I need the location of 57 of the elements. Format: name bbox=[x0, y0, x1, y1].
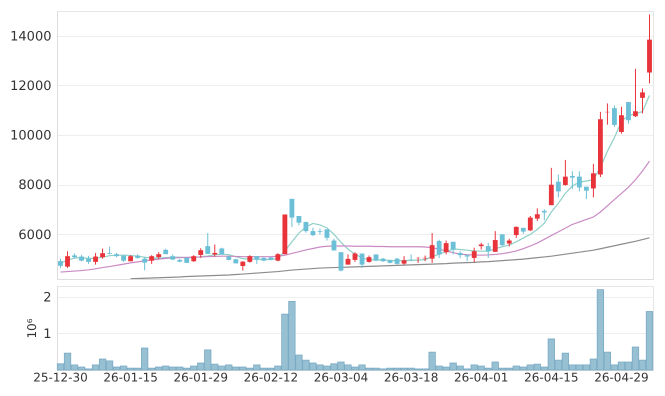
candlestick bbox=[534, 208, 540, 222]
x-tick-label: 26-04-29 bbox=[594, 370, 649, 384]
y-tick-label: 12000 bbox=[10, 78, 52, 94]
y-tick-label: 1 bbox=[43, 326, 52, 342]
candlestick bbox=[107, 246, 112, 255]
x-tick-label: 26-02-12 bbox=[244, 370, 298, 384]
x-tick-label: 26-03-04 bbox=[314, 370, 368, 384]
candlestick bbox=[212, 244, 218, 258]
candlestick bbox=[514, 226, 519, 238]
candlestick bbox=[142, 256, 148, 271]
candlestick bbox=[430, 232, 435, 264]
candlestick bbox=[422, 255, 428, 262]
line-series bbox=[60, 160, 650, 273]
x-tick-label: 26-04-01 bbox=[454, 370, 508, 384]
candlestick bbox=[584, 186, 589, 200]
candlestick bbox=[352, 252, 358, 262]
y-tick-label: 2 bbox=[43, 290, 52, 306]
x-tick-label: 26-03-18 bbox=[384, 370, 438, 384]
candlestick bbox=[612, 104, 617, 128]
candlestick bbox=[289, 198, 294, 228]
candlestick bbox=[619, 106, 624, 134]
candlestick bbox=[556, 174, 561, 198]
candlestick bbox=[93, 252, 98, 266]
y-tick-label: 6000 bbox=[18, 228, 52, 243]
candlestick bbox=[65, 250, 70, 268]
y-axis-title: 10⁶ bbox=[25, 318, 40, 339]
candlestick bbox=[492, 230, 498, 252]
candlestick bbox=[436, 239, 442, 258]
candlestick bbox=[570, 170, 575, 190]
candlestick bbox=[528, 215, 533, 232]
candlestick bbox=[486, 242, 491, 258]
candlestick bbox=[332, 238, 336, 251]
y-tick-label: 10000 bbox=[10, 128, 52, 144]
candlestick bbox=[562, 159, 568, 186]
candlestick bbox=[626, 102, 631, 124]
x-tick-label: 26-04-15 bbox=[524, 370, 579, 384]
x-tick-label: 26-01-29 bbox=[174, 370, 228, 384]
x-tick-label: 26-01-15 bbox=[103, 370, 158, 384]
candlestick bbox=[338, 252, 344, 272]
candlestick bbox=[205, 232, 210, 254]
candlestick bbox=[450, 241, 456, 255]
y-tick-label: 14000 bbox=[10, 29, 52, 44]
candlestick bbox=[472, 247, 477, 263]
line-series bbox=[130, 237, 650, 279]
candlestick bbox=[640, 88, 645, 114]
candlestick bbox=[198, 248, 204, 258]
candlestick bbox=[360, 253, 364, 268]
candlestick bbox=[100, 248, 105, 260]
candlestick bbox=[576, 170, 582, 192]
x-tick-label: 25-12-30 bbox=[33, 370, 88, 384]
candlestick bbox=[444, 240, 449, 255]
candlestick bbox=[408, 254, 414, 262]
candlestick bbox=[633, 68, 638, 118]
candlestick bbox=[590, 163, 596, 198]
candlestick bbox=[548, 167, 554, 206]
y-tick-label: 8000 bbox=[18, 178, 52, 194]
candlestick bbox=[58, 258, 63, 268]
